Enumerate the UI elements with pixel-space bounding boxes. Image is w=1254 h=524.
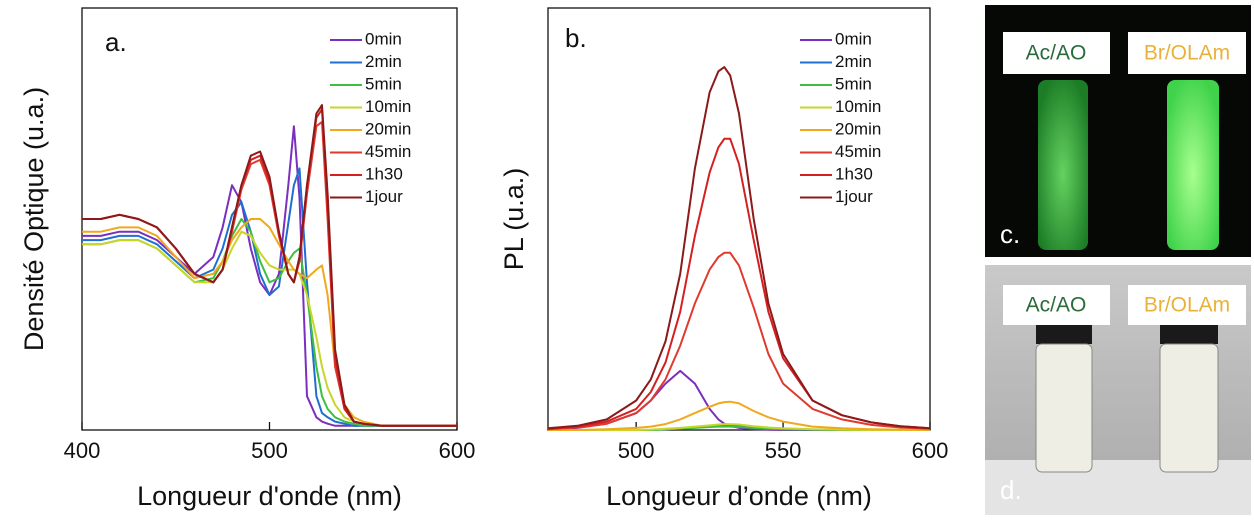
- legend-label: 5min: [835, 74, 872, 93]
- x-tick-label: 600: [912, 438, 949, 463]
- panel-label: b.: [565, 23, 587, 53]
- legend-label: 1h30: [835, 164, 873, 183]
- x-tick-label: 550: [765, 438, 802, 463]
- legend-label: 20min: [835, 119, 881, 138]
- series-line: [548, 423, 930, 431]
- photo-c: Ac/AO Br/OLAm c.: [985, 5, 1251, 257]
- panel-label: c.: [1000, 219, 1020, 249]
- legend-label: 10min: [365, 97, 411, 116]
- x-axis-label: Longueur d’onde (nm): [606, 481, 872, 511]
- series-line: [547, 66, 931, 430]
- series-line: [82, 167, 457, 427]
- x-tick-label: 500: [251, 438, 288, 463]
- vial: [1038, 80, 1088, 250]
- legend-label: 2min: [835, 52, 872, 71]
- vial: [1159, 343, 1219, 473]
- vial: [1035, 343, 1093, 473]
- photo-label: Br/OLAm: [1144, 42, 1230, 65]
- legend-label: 20min: [365, 119, 411, 138]
- legend-label: 0min: [835, 29, 872, 48]
- cap: [1160, 322, 1218, 344]
- panel-label: d.: [1000, 475, 1022, 505]
- legend-label: 45min: [835, 142, 881, 161]
- series-line: [82, 218, 457, 427]
- panel-label: a.: [105, 27, 127, 57]
- legend-label: 45min: [365, 142, 411, 161]
- label-box: [1128, 285, 1246, 325]
- series-line: [82, 104, 457, 427]
- vial: [1167, 80, 1219, 250]
- label-box: [1003, 285, 1110, 325]
- legend-label: 1jour: [365, 187, 403, 206]
- series-line: [82, 230, 457, 427]
- x-tick-label: 600: [439, 438, 476, 463]
- cap: [1036, 322, 1092, 344]
- y-axis-label: Densité Optique (u.a.): [19, 87, 49, 351]
- legend-label: 0min: [365, 29, 402, 48]
- legend-label: 5min: [365, 74, 402, 93]
- legend-label: 1jour: [835, 187, 873, 206]
- photo-label: Ac/AO: [1026, 42, 1087, 65]
- x-tick-label: 400: [64, 438, 101, 463]
- x-axis-label: Longueur d'onde (nm): [137, 481, 402, 511]
- series-line: [548, 400, 931, 431]
- photo-label: Br/OLAm: [1144, 294, 1230, 317]
- label-box: [1128, 32, 1246, 74]
- x-tick-label: 500: [618, 438, 655, 463]
- photo-d: Ac/AO Br/OLAm d.: [985, 265, 1251, 515]
- series-line: [547, 251, 931, 431]
- legend-label: 1h30: [365, 164, 403, 183]
- plot-frame: [547, 7, 931, 431]
- y-axis-label: PL (u.a.): [499, 168, 529, 271]
- series-line: [82, 218, 457, 427]
- photo-label: Ac/AO: [1026, 294, 1087, 317]
- label-box: [1003, 32, 1110, 74]
- legend-label: 2min: [365, 52, 402, 71]
- legend-label: 10min: [835, 97, 881, 116]
